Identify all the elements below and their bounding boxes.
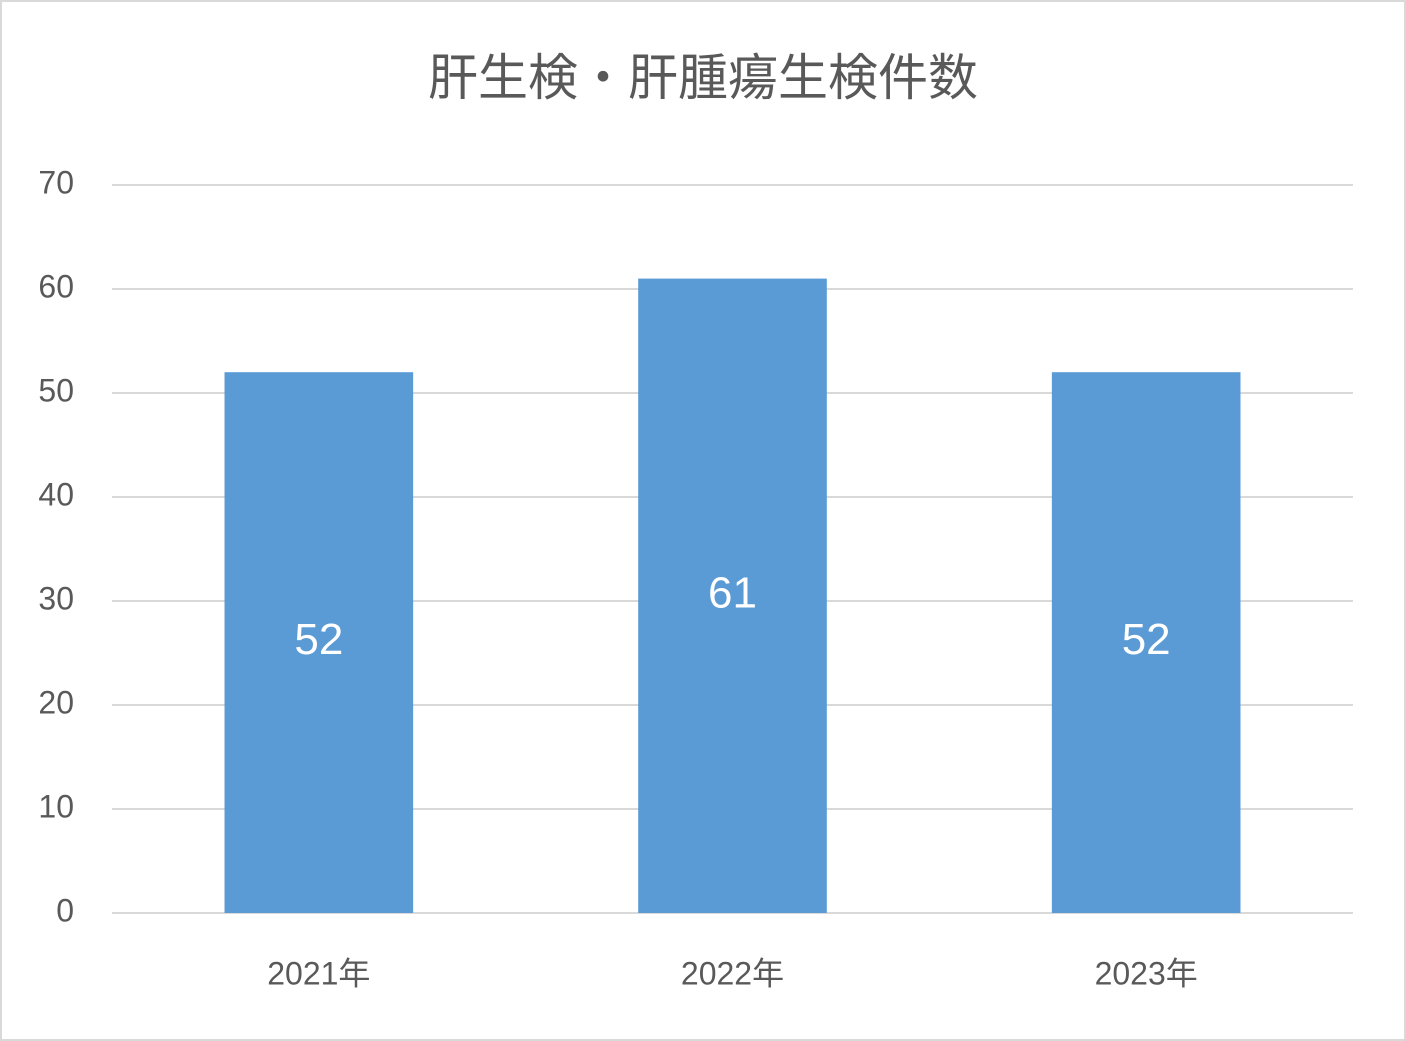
bar bbox=[638, 278, 827, 914]
y-tick-label: 10 bbox=[38, 788, 74, 824]
y-tick-label: 70 bbox=[38, 164, 74, 200]
y-tick-label: 50 bbox=[38, 372, 74, 408]
y-tick-label: 40 bbox=[38, 476, 74, 512]
chart-title: 肝生検・肝腫瘍生検件数 bbox=[428, 50, 978, 106]
x-tick-label: 2023年 bbox=[1095, 955, 1198, 991]
y-tick-label: 20 bbox=[38, 684, 74, 720]
y-tick-label: 30 bbox=[38, 580, 74, 616]
data-label: 61 bbox=[708, 568, 757, 617]
y-tick-label: 60 bbox=[38, 268, 74, 304]
x-tick-label: 2021年 bbox=[267, 955, 370, 991]
y-tick-label: 0 bbox=[56, 892, 74, 928]
data-label: 52 bbox=[294, 615, 343, 664]
bar bbox=[1051, 372, 1241, 913]
data-label: 52 bbox=[1122, 615, 1171, 664]
x-tick-label: 2022年 bbox=[681, 955, 784, 991]
bar bbox=[224, 372, 414, 913]
